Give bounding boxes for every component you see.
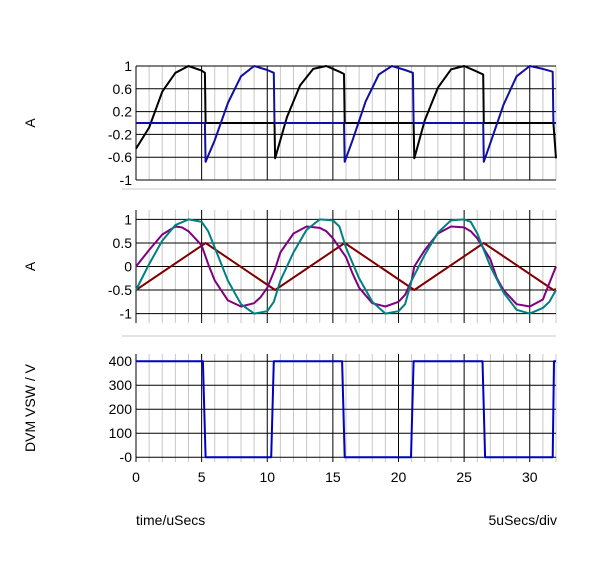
y-tick-label: 0 [124, 259, 132, 275]
x-axis-label: time/uSecs [136, 512, 206, 528]
y-tick-label: 0.6 [113, 81, 133, 97]
x-tick-label: 30 [522, 469, 538, 485]
y-tick-label: 0.2 [113, 104, 133, 120]
x-tick-label: 25 [456, 469, 472, 485]
y-axis-label: A [22, 118, 38, 128]
trace-0-1 [136, 65, 556, 163]
time-per-division-label: 5uSecs/div [488, 512, 557, 528]
trace-1-2 [135, 218, 557, 315]
y-tick-label: -0.2 [108, 126, 132, 142]
y-tick-label: -0.6 [108, 149, 132, 165]
y-tick-label: -0 [120, 449, 133, 465]
y-tick-label: -1 [120, 306, 133, 322]
x-tick-label: 0 [132, 469, 140, 485]
y-tick-label: 300 [109, 377, 133, 393]
y-tick-label: -0.5 [108, 282, 132, 298]
y-tick-label: 100 [109, 425, 133, 441]
y-axis-label: A [22, 261, 38, 271]
y-tick-label: 200 [109, 401, 133, 417]
y-tick-label: 400 [109, 353, 133, 369]
y-tick-label: -1 [120, 172, 133, 188]
y-tick-label: 1 [124, 58, 132, 74]
trace-2-0 [136, 360, 556, 459]
x-tick-label: 10 [259, 469, 275, 485]
trace-1-0 [135, 242, 557, 291]
trace-1-1 [135, 225, 557, 308]
y-tick-label: 0.5 [113, 235, 133, 251]
x-tick-label: 20 [391, 469, 407, 485]
x-tick-label: 15 [325, 469, 341, 485]
y-axis-label: DVM VSW / V [22, 363, 38, 452]
x-tick-label: 5 [198, 469, 206, 485]
y-tick-label: 1 [124, 211, 132, 227]
trace-0-0 [135, 65, 557, 160]
